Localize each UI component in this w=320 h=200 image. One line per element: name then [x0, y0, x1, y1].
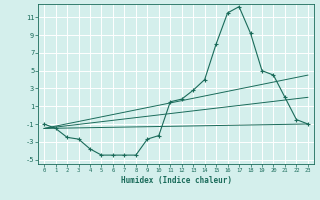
X-axis label: Humidex (Indice chaleur): Humidex (Indice chaleur) [121, 176, 231, 185]
